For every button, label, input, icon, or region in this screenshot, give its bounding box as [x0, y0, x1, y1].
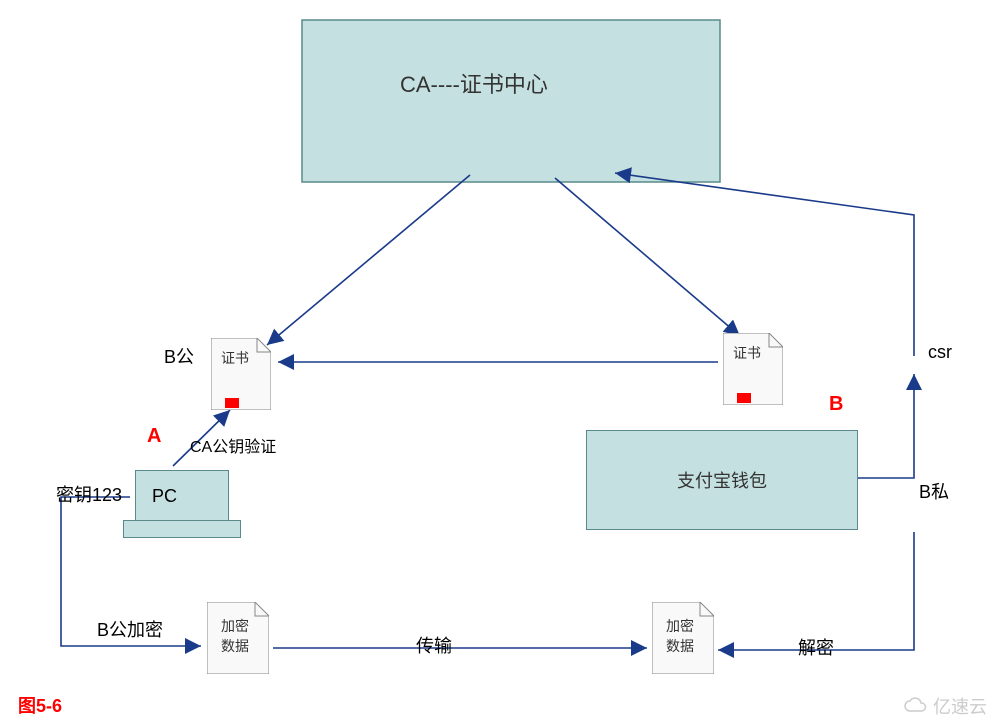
arrow-csr-to-ca [615, 173, 914, 356]
doc-encB-l1: 加密 [666, 616, 694, 636]
label-Bpub: B公 [164, 343, 194, 369]
label-transfer: 传输 [416, 632, 452, 658]
label-Bencrypt: B公加密 [97, 616, 163, 642]
doc-encA-l2: 数据 [221, 636, 249, 656]
label-CAverify: CA公钥验证 [190, 433, 276, 457]
arrow-pay-to-csr [855, 374, 914, 478]
doc-certB-redbox [737, 393, 751, 403]
pay-box: 支付宝钱包 [586, 430, 858, 530]
arrow-decrypt-to-encB [718, 532, 914, 650]
arrow-ca-to-certA [267, 175, 470, 345]
pc-base [123, 520, 241, 538]
pc-body [135, 470, 229, 522]
label-decrypt: 解密 [798, 634, 834, 660]
doc-encB-l2: 数据 [666, 636, 694, 656]
label-key: 密钥123 [56, 481, 122, 507]
label-B: B [829, 393, 843, 416]
watermark-text: 亿速云 [933, 693, 987, 719]
arrow-ca-to-certB [555, 178, 740, 336]
doc-certA-label: 证书 [221, 348, 249, 368]
watermark: 亿速云 [903, 693, 987, 719]
pc-label: PC [152, 486, 177, 507]
svg-text:CA----证书中心: CA----证书中心 [400, 72, 548, 97]
doc-encA-l1: 加密 [221, 616, 249, 636]
label-A: A [147, 425, 161, 448]
doc-certA-redbox [225, 398, 239, 408]
pay-label: 支付宝钱包 [677, 467, 767, 493]
doc-certB-label: 证书 [733, 343, 761, 363]
figure-label: 图5-6 [18, 692, 62, 718]
label-csr: csr [928, 342, 952, 363]
label-Bpriv: B私 [919, 478, 949, 504]
